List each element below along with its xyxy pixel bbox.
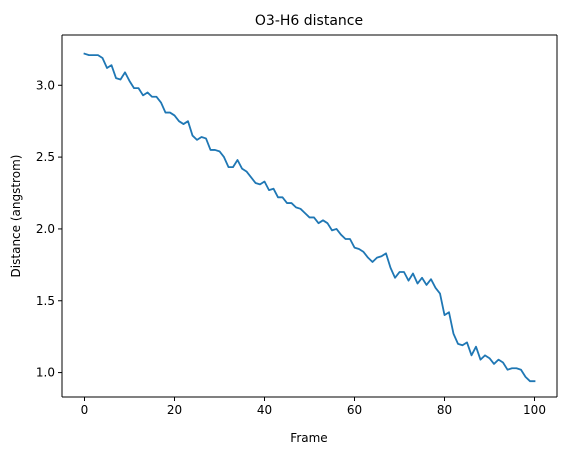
y-tick-label: 2.0 xyxy=(36,222,55,236)
x-tick-label: 40 xyxy=(257,403,272,417)
series-line-1 xyxy=(83,52,536,383)
chart-title: O3-H6 distance xyxy=(255,13,363,29)
x-axis-label: Frame xyxy=(290,431,327,445)
x-tick-label: 100 xyxy=(523,403,546,417)
plot-area: 0 20 40 60 80 100 1.0 1.5 2.0 2.5 3.0 xyxy=(36,34,558,417)
y-tick-label: 1.0 xyxy=(36,366,55,380)
y-axis-label: Distance (angstrom) xyxy=(9,155,23,278)
x-tick-label: 60 xyxy=(347,403,362,417)
y-tick-label: 2.5 xyxy=(36,150,55,164)
y-tick-label: 3.0 xyxy=(36,78,55,92)
x-tick-label: 20 xyxy=(167,403,182,417)
y-tick-label: 1.5 xyxy=(36,294,55,308)
x-tick-label: 0 xyxy=(81,403,89,417)
x-tick-label: 80 xyxy=(437,403,452,417)
